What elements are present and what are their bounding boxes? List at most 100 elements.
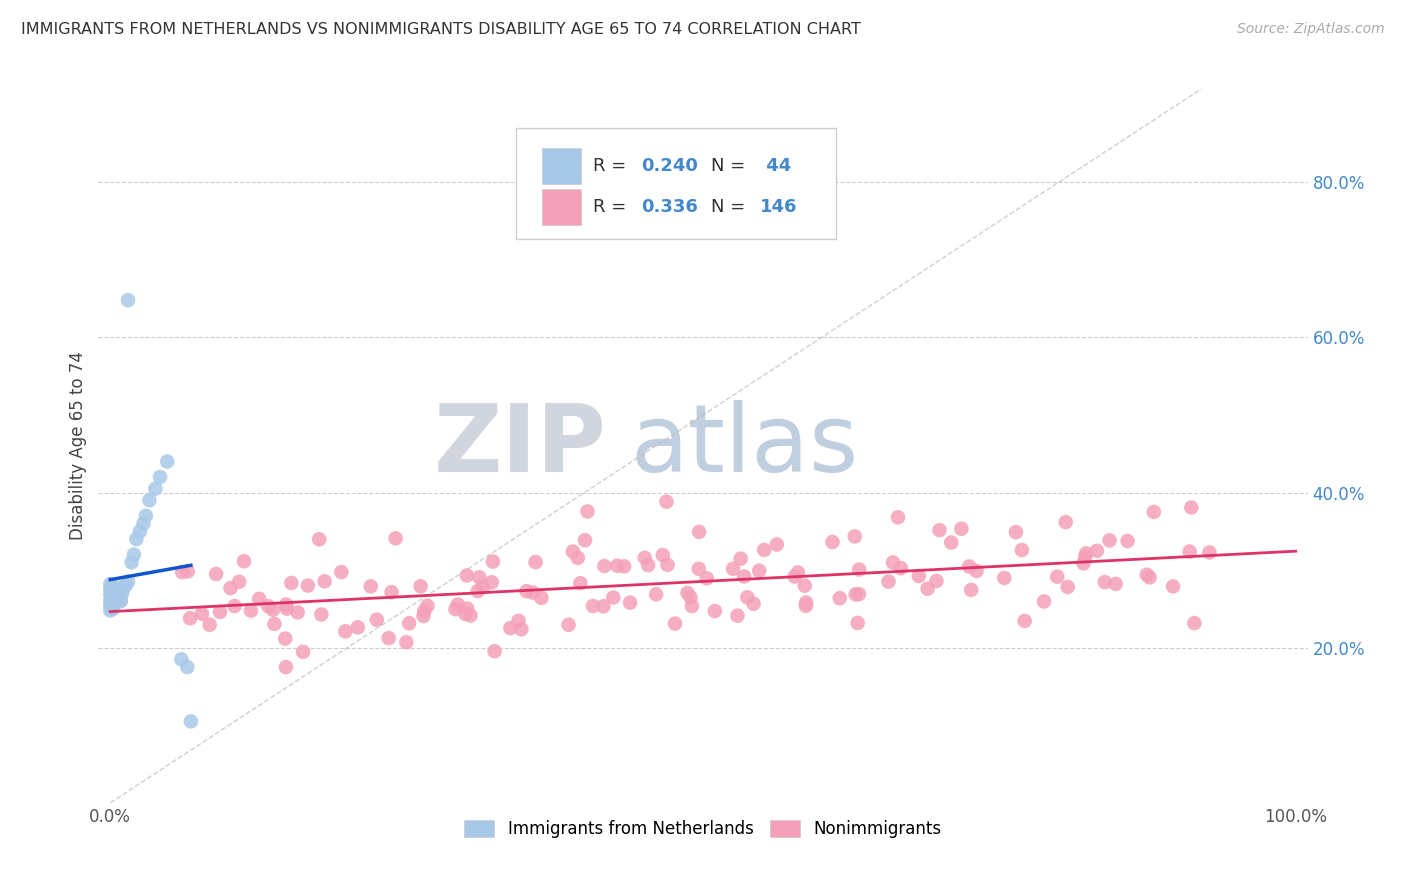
Point <box>456 568 478 582</box>
Point <box>574 533 596 548</box>
Point <box>104 591 127 605</box>
Point <box>129 524 152 539</box>
Point <box>311 607 333 622</box>
Point <box>941 535 963 549</box>
Point <box>957 559 980 574</box>
Point <box>484 644 506 658</box>
Point <box>263 616 285 631</box>
Point <box>314 574 336 589</box>
Text: 0.240: 0.240 <box>641 157 699 175</box>
Point <box>794 596 817 610</box>
Point <box>1011 543 1033 558</box>
Point <box>444 602 467 616</box>
Point <box>454 607 477 621</box>
Point <box>467 584 489 599</box>
Point <box>696 571 718 585</box>
Point <box>262 603 284 617</box>
Point <box>471 580 494 594</box>
Point <box>219 581 242 595</box>
Point <box>499 621 522 635</box>
Point <box>787 566 810 580</box>
Point <box>101 591 124 605</box>
Point <box>703 604 725 618</box>
Point <box>848 587 870 601</box>
Point <box>524 555 547 569</box>
Point <box>1182 616 1205 631</box>
Text: 146: 146 <box>759 198 797 216</box>
Point <box>100 586 122 600</box>
Point <box>1198 545 1220 559</box>
Point <box>730 551 752 566</box>
Point <box>172 565 194 579</box>
Point <box>108 582 131 597</box>
Point <box>890 561 912 575</box>
Point <box>274 632 297 646</box>
Point <box>170 652 193 666</box>
Point <box>156 454 179 468</box>
Point <box>557 617 579 632</box>
Point <box>1136 567 1159 582</box>
Text: ZIP: ZIP <box>433 400 606 492</box>
Point <box>292 645 315 659</box>
Point <box>510 622 533 636</box>
Point <box>887 510 910 524</box>
Point <box>177 565 200 579</box>
Point <box>634 550 657 565</box>
Point <box>149 470 172 484</box>
Point <box>679 590 702 604</box>
Point <box>765 537 787 551</box>
Point <box>1180 500 1202 515</box>
Point <box>1005 525 1028 540</box>
Point <box>688 562 710 576</box>
Point <box>1143 505 1166 519</box>
FancyBboxPatch shape <box>543 148 581 184</box>
Point <box>748 564 770 578</box>
Point <box>821 535 844 549</box>
Point <box>637 558 659 572</box>
Point <box>101 602 124 616</box>
Text: atlas: atlas <box>630 400 859 492</box>
Point <box>993 571 1015 585</box>
Point <box>409 579 432 593</box>
Point <box>1076 546 1098 560</box>
Point <box>447 598 470 612</box>
Point <box>1085 543 1108 558</box>
Point <box>828 591 851 606</box>
Point <box>377 631 399 645</box>
Point <box>233 554 256 568</box>
Point <box>1014 614 1036 628</box>
Point <box>395 635 418 649</box>
Point <box>366 613 388 627</box>
Point <box>110 592 132 607</box>
Point <box>783 569 806 583</box>
Point <box>276 598 298 612</box>
Point <box>98 577 121 591</box>
Point <box>651 548 673 562</box>
Point <box>456 601 478 615</box>
Point <box>143 482 166 496</box>
Point <box>530 591 553 605</box>
Point <box>103 594 125 608</box>
Point <box>274 660 297 674</box>
Point <box>224 599 246 613</box>
Legend: Immigrants from Netherlands, Nonimmigrants: Immigrants from Netherlands, Nonimmigran… <box>458 813 948 845</box>
Point <box>613 559 636 574</box>
Point <box>98 598 121 612</box>
Point <box>793 579 815 593</box>
Point <box>100 591 122 605</box>
Point <box>101 579 124 593</box>
Point <box>138 493 160 508</box>
Point <box>346 620 368 634</box>
Point <box>619 596 641 610</box>
Point <box>125 532 148 546</box>
Point <box>330 565 353 579</box>
Point <box>737 591 759 605</box>
Point <box>688 524 710 539</box>
Point <box>645 587 668 601</box>
Point <box>569 576 592 591</box>
Point <box>105 596 128 610</box>
Point <box>191 607 214 621</box>
Point <box>606 558 628 573</box>
Point <box>846 615 869 630</box>
Point <box>360 579 382 593</box>
